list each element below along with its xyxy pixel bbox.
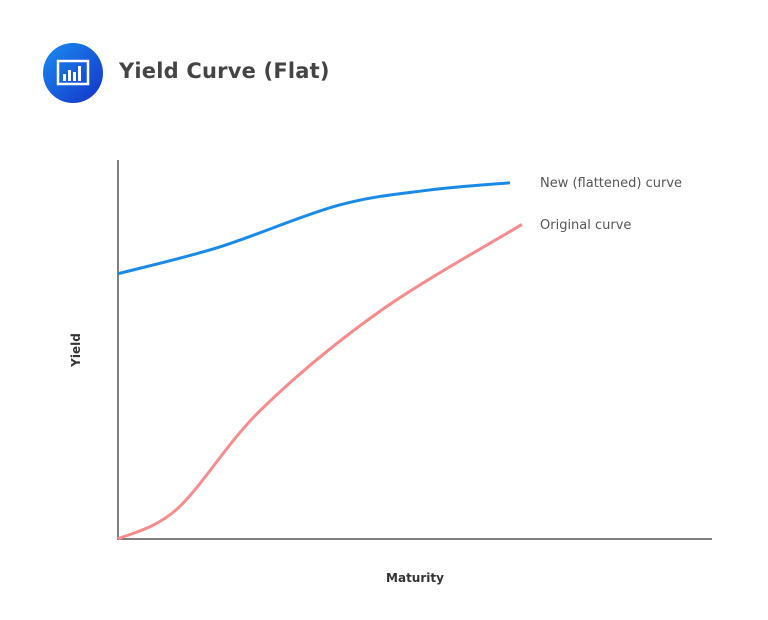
bar-chart-icon xyxy=(43,43,103,103)
x-axis-label: Maturity xyxy=(386,571,444,585)
series-line-original xyxy=(117,223,523,541)
series-line-new xyxy=(117,181,511,276)
page-title: Yield Curve (Flat) xyxy=(119,59,330,83)
series-label-original: Original curve xyxy=(540,218,631,233)
y-axis-label: Yield xyxy=(69,333,83,368)
series-label-new: New (flattened) curve xyxy=(540,176,682,191)
